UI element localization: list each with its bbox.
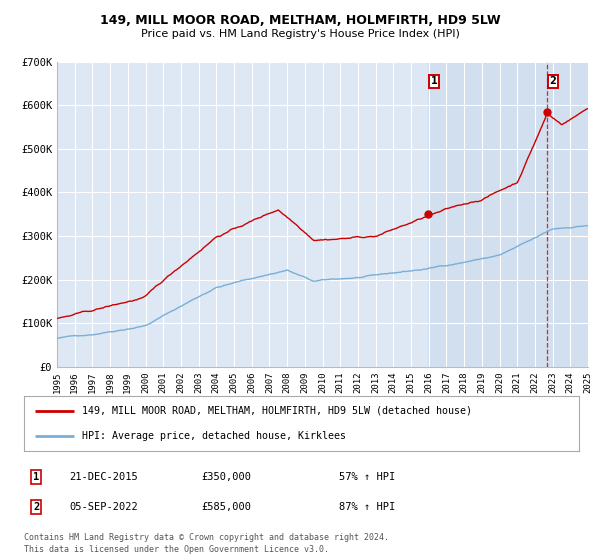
Text: 149, MILL MOOR ROAD, MELTHAM, HOLMFIRTH, HD9 5LW: 149, MILL MOOR ROAD, MELTHAM, HOLMFIRTH,… bbox=[100, 14, 500, 27]
Text: £585,000: £585,000 bbox=[201, 502, 251, 512]
Text: £350,000: £350,000 bbox=[201, 472, 251, 482]
Bar bbox=[428, 62, 588, 367]
Text: Price paid vs. HM Land Registry's House Price Index (HPI): Price paid vs. HM Land Registry's House … bbox=[140, 29, 460, 39]
Text: 149, MILL MOOR ROAD, MELTHAM, HOLMFIRTH, HD9 5LW (detached house): 149, MILL MOOR ROAD, MELTHAM, HOLMFIRTH,… bbox=[82, 406, 472, 416]
Text: HPI: Average price, detached house, Kirklees: HPI: Average price, detached house, Kirk… bbox=[82, 431, 346, 441]
Text: 87% ↑ HPI: 87% ↑ HPI bbox=[339, 502, 395, 512]
Text: 2: 2 bbox=[33, 502, 39, 512]
Text: 1: 1 bbox=[431, 76, 437, 86]
Text: This data is licensed under the Open Government Licence v3.0.: This data is licensed under the Open Gov… bbox=[24, 545, 329, 554]
Text: Contains HM Land Registry data © Crown copyright and database right 2024.: Contains HM Land Registry data © Crown c… bbox=[24, 533, 389, 542]
Text: 2: 2 bbox=[550, 76, 556, 86]
Text: 05-SEP-2022: 05-SEP-2022 bbox=[69, 502, 138, 512]
Text: 21-DEC-2015: 21-DEC-2015 bbox=[69, 472, 138, 482]
Text: 57% ↑ HPI: 57% ↑ HPI bbox=[339, 472, 395, 482]
Text: 1: 1 bbox=[33, 472, 39, 482]
